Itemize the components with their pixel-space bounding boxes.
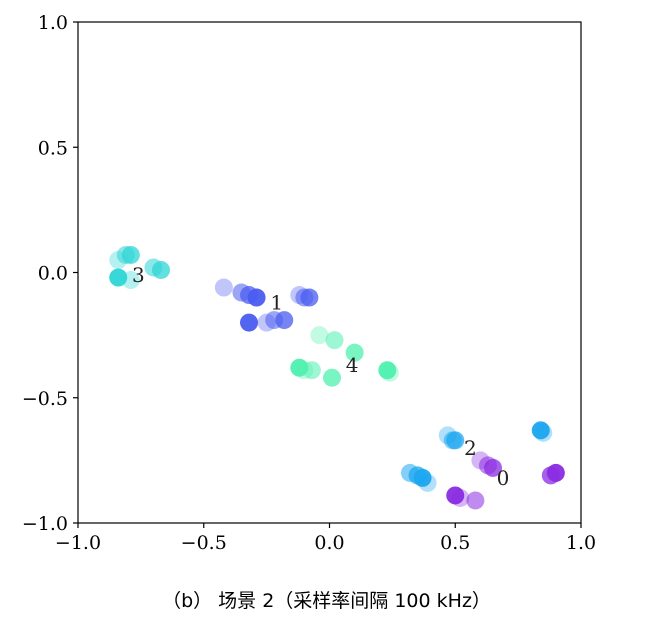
y-tick-label: 0.5 [38, 137, 68, 159]
cluster-1-point [240, 313, 259, 332]
cluster-2-point [446, 431, 465, 450]
cluster-0-label: 0 [497, 466, 510, 490]
cluster-1-label: 1 [270, 291, 283, 315]
y-tick-label: 0.0 [38, 263, 68, 285]
scatter-chart: 0 1 2 3 4 −1.0 −0.5 0.0 0.5 1.0 −1.0 −0.5 0.0 0.5 1.0 [22, 12, 596, 554]
cluster-2-point [531, 421, 550, 440]
x-tick-label: 1.0 [566, 532, 596, 554]
cluster-0-point [483, 458, 502, 477]
cluster-4-point [325, 331, 344, 350]
cluster-1-points [214, 278, 319, 332]
cluster-3-point [151, 260, 170, 279]
cluster-3-points [109, 245, 170, 290]
cluster-3-label: 3 [132, 263, 145, 287]
cluster-2-point [418, 473, 437, 492]
cluster-0-point [446, 486, 465, 505]
cluster-2-point [413, 468, 432, 487]
cluster-0-point [451, 488, 470, 507]
cluster-labels-layer: 0 1 2 3 4 [132, 263, 509, 490]
cluster-2-point [534, 423, 553, 442]
x-tick-label: −1.0 [55, 532, 101, 554]
cluster-4-point [302, 361, 321, 380]
y-tick-label: 1.0 [38, 12, 68, 34]
y-tick-label: −1.0 [22, 513, 68, 535]
axes-layer: −1.0 −0.5 0.0 0.5 1.0 −1.0 −0.5 0.0 0.5 1.0 [22, 12, 596, 554]
cluster-2-points [400, 421, 553, 492]
cluster-0-points [446, 451, 565, 510]
cluster-4-label: 4 [346, 353, 359, 377]
cluster-4-point [345, 343, 364, 362]
y-tick-label: −0.5 [22, 388, 68, 410]
points-layer [109, 245, 565, 510]
cluster-4-point [310, 326, 329, 345]
cluster-1-point [275, 311, 294, 330]
cluster-4-point [380, 363, 399, 382]
figure-caption: （b） 场景 2（采样率间隔 100 kHz） [162, 590, 491, 612]
cluster-0-point [546, 463, 565, 482]
cluster-3-point [121, 245, 140, 264]
cluster-0-point [466, 491, 485, 510]
cluster-4-points [290, 326, 399, 387]
cluster-1-point [300, 288, 319, 307]
cluster-2-label: 2 [464, 436, 477, 460]
cluster-1-point [214, 278, 233, 297]
cluster-4-point [378, 361, 397, 380]
cluster-1-point [247, 288, 266, 307]
x-tick-label: 0.5 [440, 532, 470, 554]
cluster-3-point [109, 268, 128, 287]
cluster-3-point [121, 271, 140, 290]
cluster-4-point [323, 368, 342, 387]
x-tick-label: −0.5 [181, 532, 227, 554]
x-tick-label: 0.0 [314, 532, 344, 554]
